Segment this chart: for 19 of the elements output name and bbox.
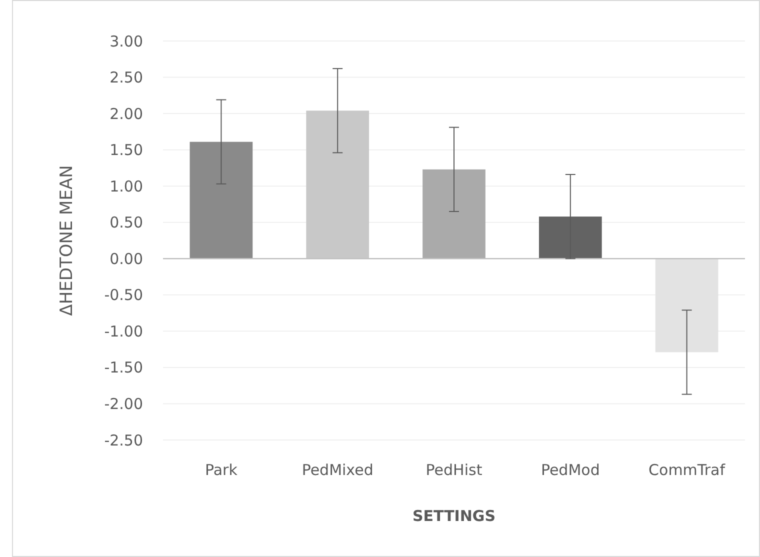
y-tick-label: -2.00 xyxy=(104,394,143,413)
y-tick-label: 1.00 xyxy=(110,177,143,196)
y-tick-label: -2.50 xyxy=(104,431,143,450)
y-tick-label: 2.50 xyxy=(110,68,143,87)
x-tick-label: PedMod xyxy=(540,461,600,479)
y-tick-label: -0.50 xyxy=(104,286,143,304)
y-tick-label: -1.00 xyxy=(104,322,143,340)
y-tick-label: 3.00 xyxy=(110,32,143,50)
y-tick-label: 0.50 xyxy=(110,214,143,232)
x-tick-label: PedHist xyxy=(426,461,482,479)
x-axis-title: SETTINGS xyxy=(412,507,496,525)
x-tick-label: Park xyxy=(204,461,238,479)
y-axis-title: ΔHEDTONE MEAN xyxy=(57,165,77,316)
y-tick-label: 0.00 xyxy=(110,250,143,268)
y-tick-label: 2.00 xyxy=(110,104,143,123)
y-tick-label: 1.50 xyxy=(110,141,143,160)
x-tick-label: CommTraf xyxy=(648,461,726,479)
y-tick-label: -1.50 xyxy=(104,358,143,377)
x-tick-label: PedMixed xyxy=(302,461,374,479)
